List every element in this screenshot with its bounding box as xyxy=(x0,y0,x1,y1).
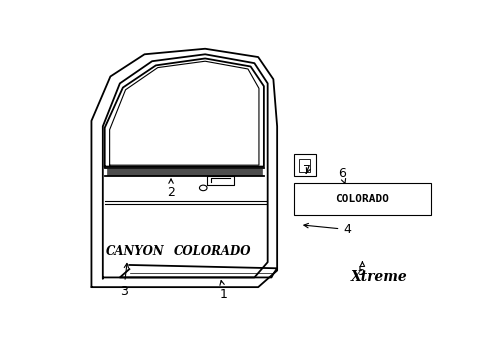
Text: 3: 3 xyxy=(120,264,128,298)
FancyBboxPatch shape xyxy=(294,183,430,215)
Text: 5: 5 xyxy=(358,262,366,278)
Text: Xtreme: Xtreme xyxy=(350,270,407,284)
Text: 6: 6 xyxy=(337,167,345,184)
Text: COLORADO: COLORADO xyxy=(174,244,251,258)
Bar xyxy=(299,158,310,172)
Text: CANYON: CANYON xyxy=(105,244,164,258)
Text: 4: 4 xyxy=(303,223,350,236)
Text: 2: 2 xyxy=(167,179,175,199)
Bar xyxy=(294,154,316,176)
Text: 1: 1 xyxy=(220,280,227,301)
Text: 7: 7 xyxy=(303,164,311,177)
Text: COLORADO: COLORADO xyxy=(335,194,388,204)
